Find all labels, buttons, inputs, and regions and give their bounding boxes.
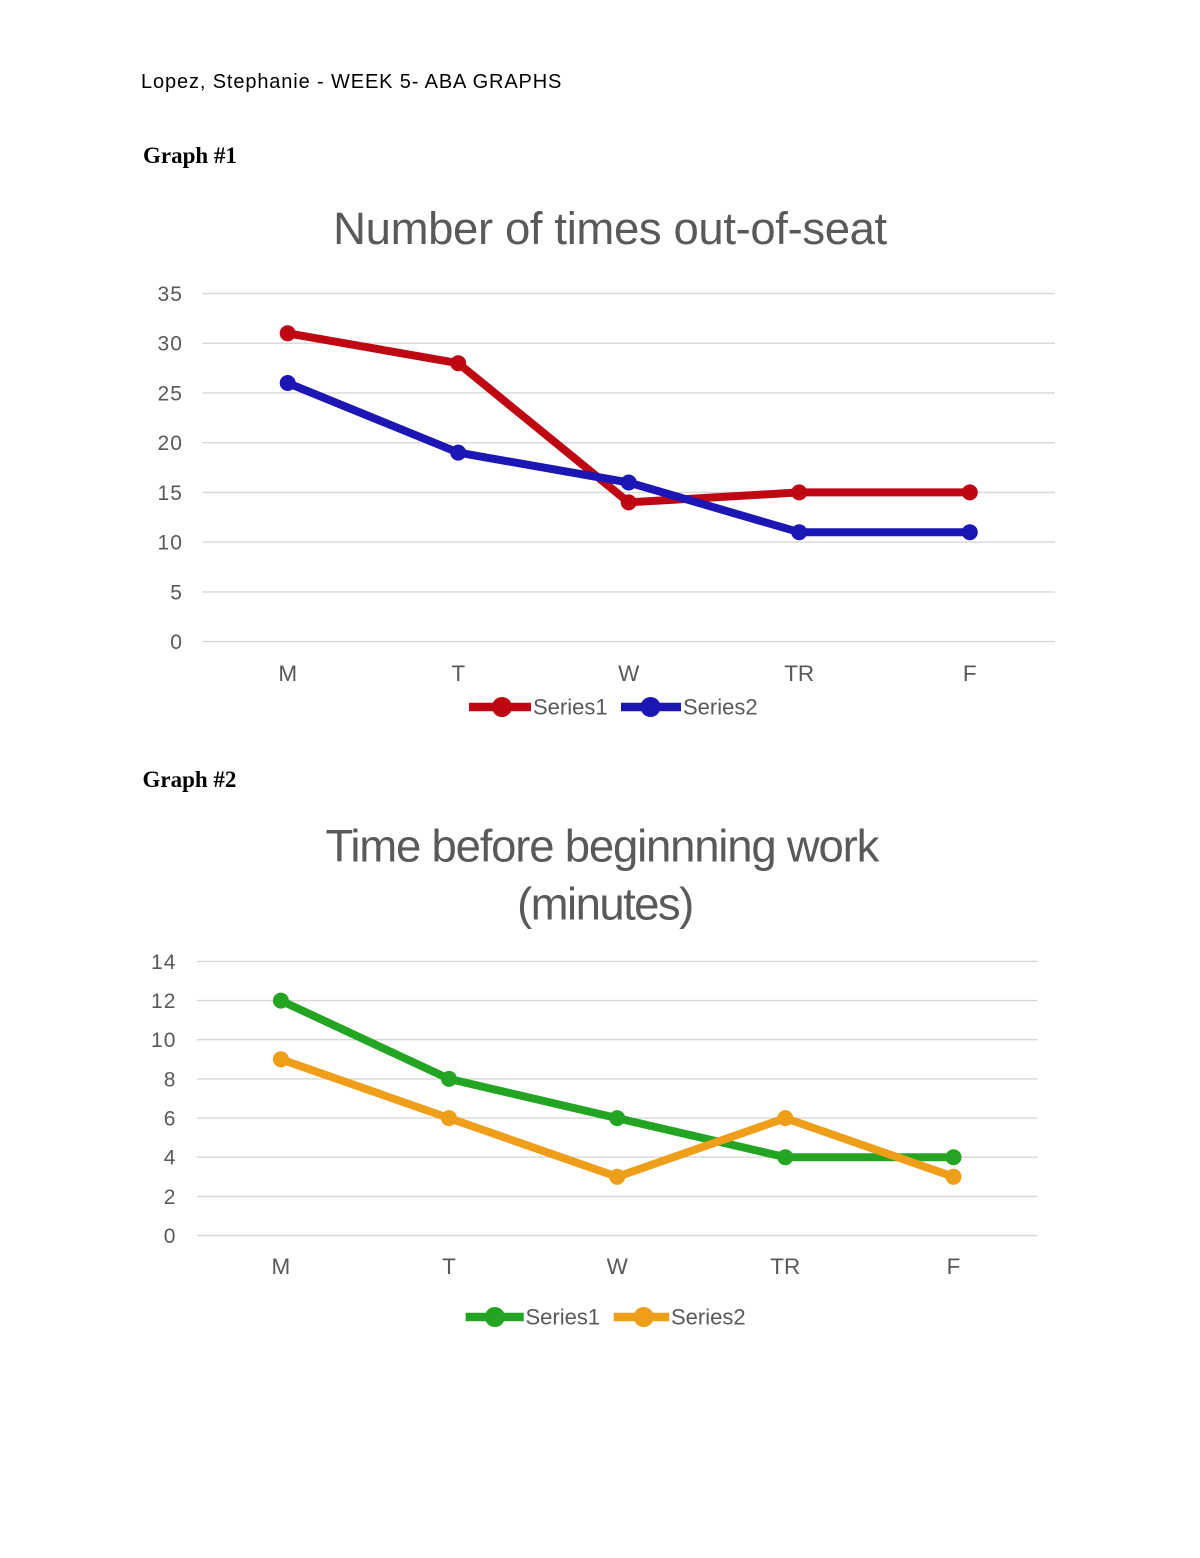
svg-text:15: 15	[157, 482, 183, 505]
svg-text:Time before beginnning work: Time before beginnning work	[325, 821, 879, 872]
svg-text:2: 2	[164, 1186, 177, 1209]
svg-text:0: 0	[164, 1225, 177, 1248]
svg-text:W: W	[607, 1254, 629, 1279]
svg-text:M: M	[272, 1254, 291, 1279]
svg-text:0: 0	[170, 631, 183, 654]
svg-text:5: 5	[170, 581, 183, 604]
svg-text:F: F	[947, 1254, 961, 1279]
svg-text:M: M	[278, 661, 297, 686]
svg-text:6: 6	[164, 1108, 177, 1131]
svg-text:Series1: Series1	[533, 695, 608, 720]
svg-text:Number of times out-of-seat: Number of times out-of-seat	[333, 203, 887, 254]
svg-text:8: 8	[164, 1068, 177, 1091]
svg-text:10: 10	[157, 532, 183, 555]
svg-text:25: 25	[157, 382, 183, 405]
svg-text:Graph #2: Graph #2	[143, 767, 237, 792]
svg-text:TR: TR	[784, 661, 814, 686]
svg-text:F: F	[963, 661, 977, 686]
svg-text:Graph #1: Graph #1	[143, 143, 237, 168]
svg-text:4: 4	[164, 1147, 177, 1170]
svg-text:Lopez, Stephanie - WEEK 5- ABA: Lopez, Stephanie - WEEK 5- ABA GRAPHS	[141, 71, 562, 93]
svg-text:12: 12	[151, 990, 177, 1013]
svg-text:(minutes): (minutes)	[517, 879, 693, 930]
svg-text:Series2: Series2	[683, 695, 758, 720]
svg-text:W: W	[618, 661, 640, 686]
svg-text:30: 30	[157, 333, 183, 356]
svg-text:10: 10	[151, 1029, 177, 1052]
svg-text:T: T	[451, 661, 465, 686]
svg-text:T: T	[442, 1254, 456, 1279]
svg-text:Series1: Series1	[526, 1305, 601, 1330]
svg-text:20: 20	[157, 432, 183, 455]
svg-text:TR: TR	[770, 1254, 800, 1279]
svg-text:14: 14	[151, 951, 177, 974]
svg-text:Series2: Series2	[671, 1305, 746, 1330]
svg-text:35: 35	[157, 283, 183, 306]
